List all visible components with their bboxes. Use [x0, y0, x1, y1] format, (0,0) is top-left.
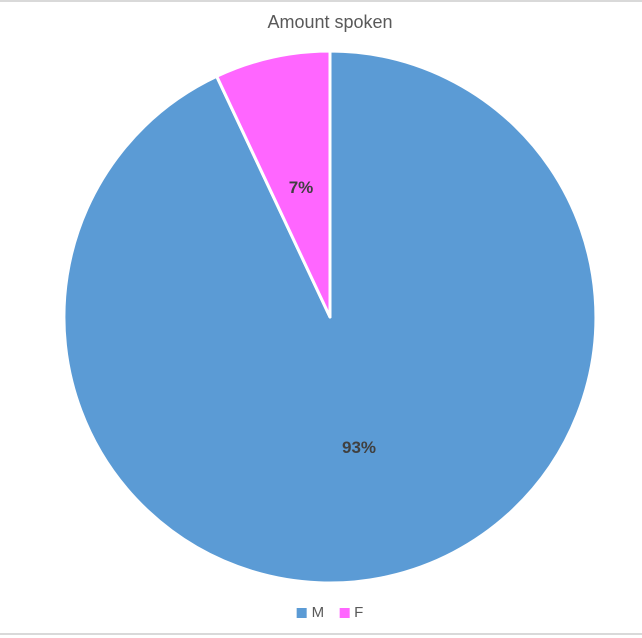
top-border-line — [0, 0, 642, 2]
pie-slice-F — [215, 49, 332, 319]
chart-title: Amount spoken — [267, 12, 393, 32]
legend-swatch-F — [339, 608, 350, 618]
legend-label-F: F — [354, 604, 364, 621]
legend-label-M: M — [311, 604, 325, 621]
legend-item-F: F — [339, 604, 363, 622]
legend-swatch-M — [296, 608, 307, 618]
data-label-F: 7% — [289, 178, 314, 197]
bottom-border-line — [0, 633, 642, 635]
data-label-M: 93% — [342, 438, 376, 457]
legend-item-M: M — [296, 604, 325, 622]
